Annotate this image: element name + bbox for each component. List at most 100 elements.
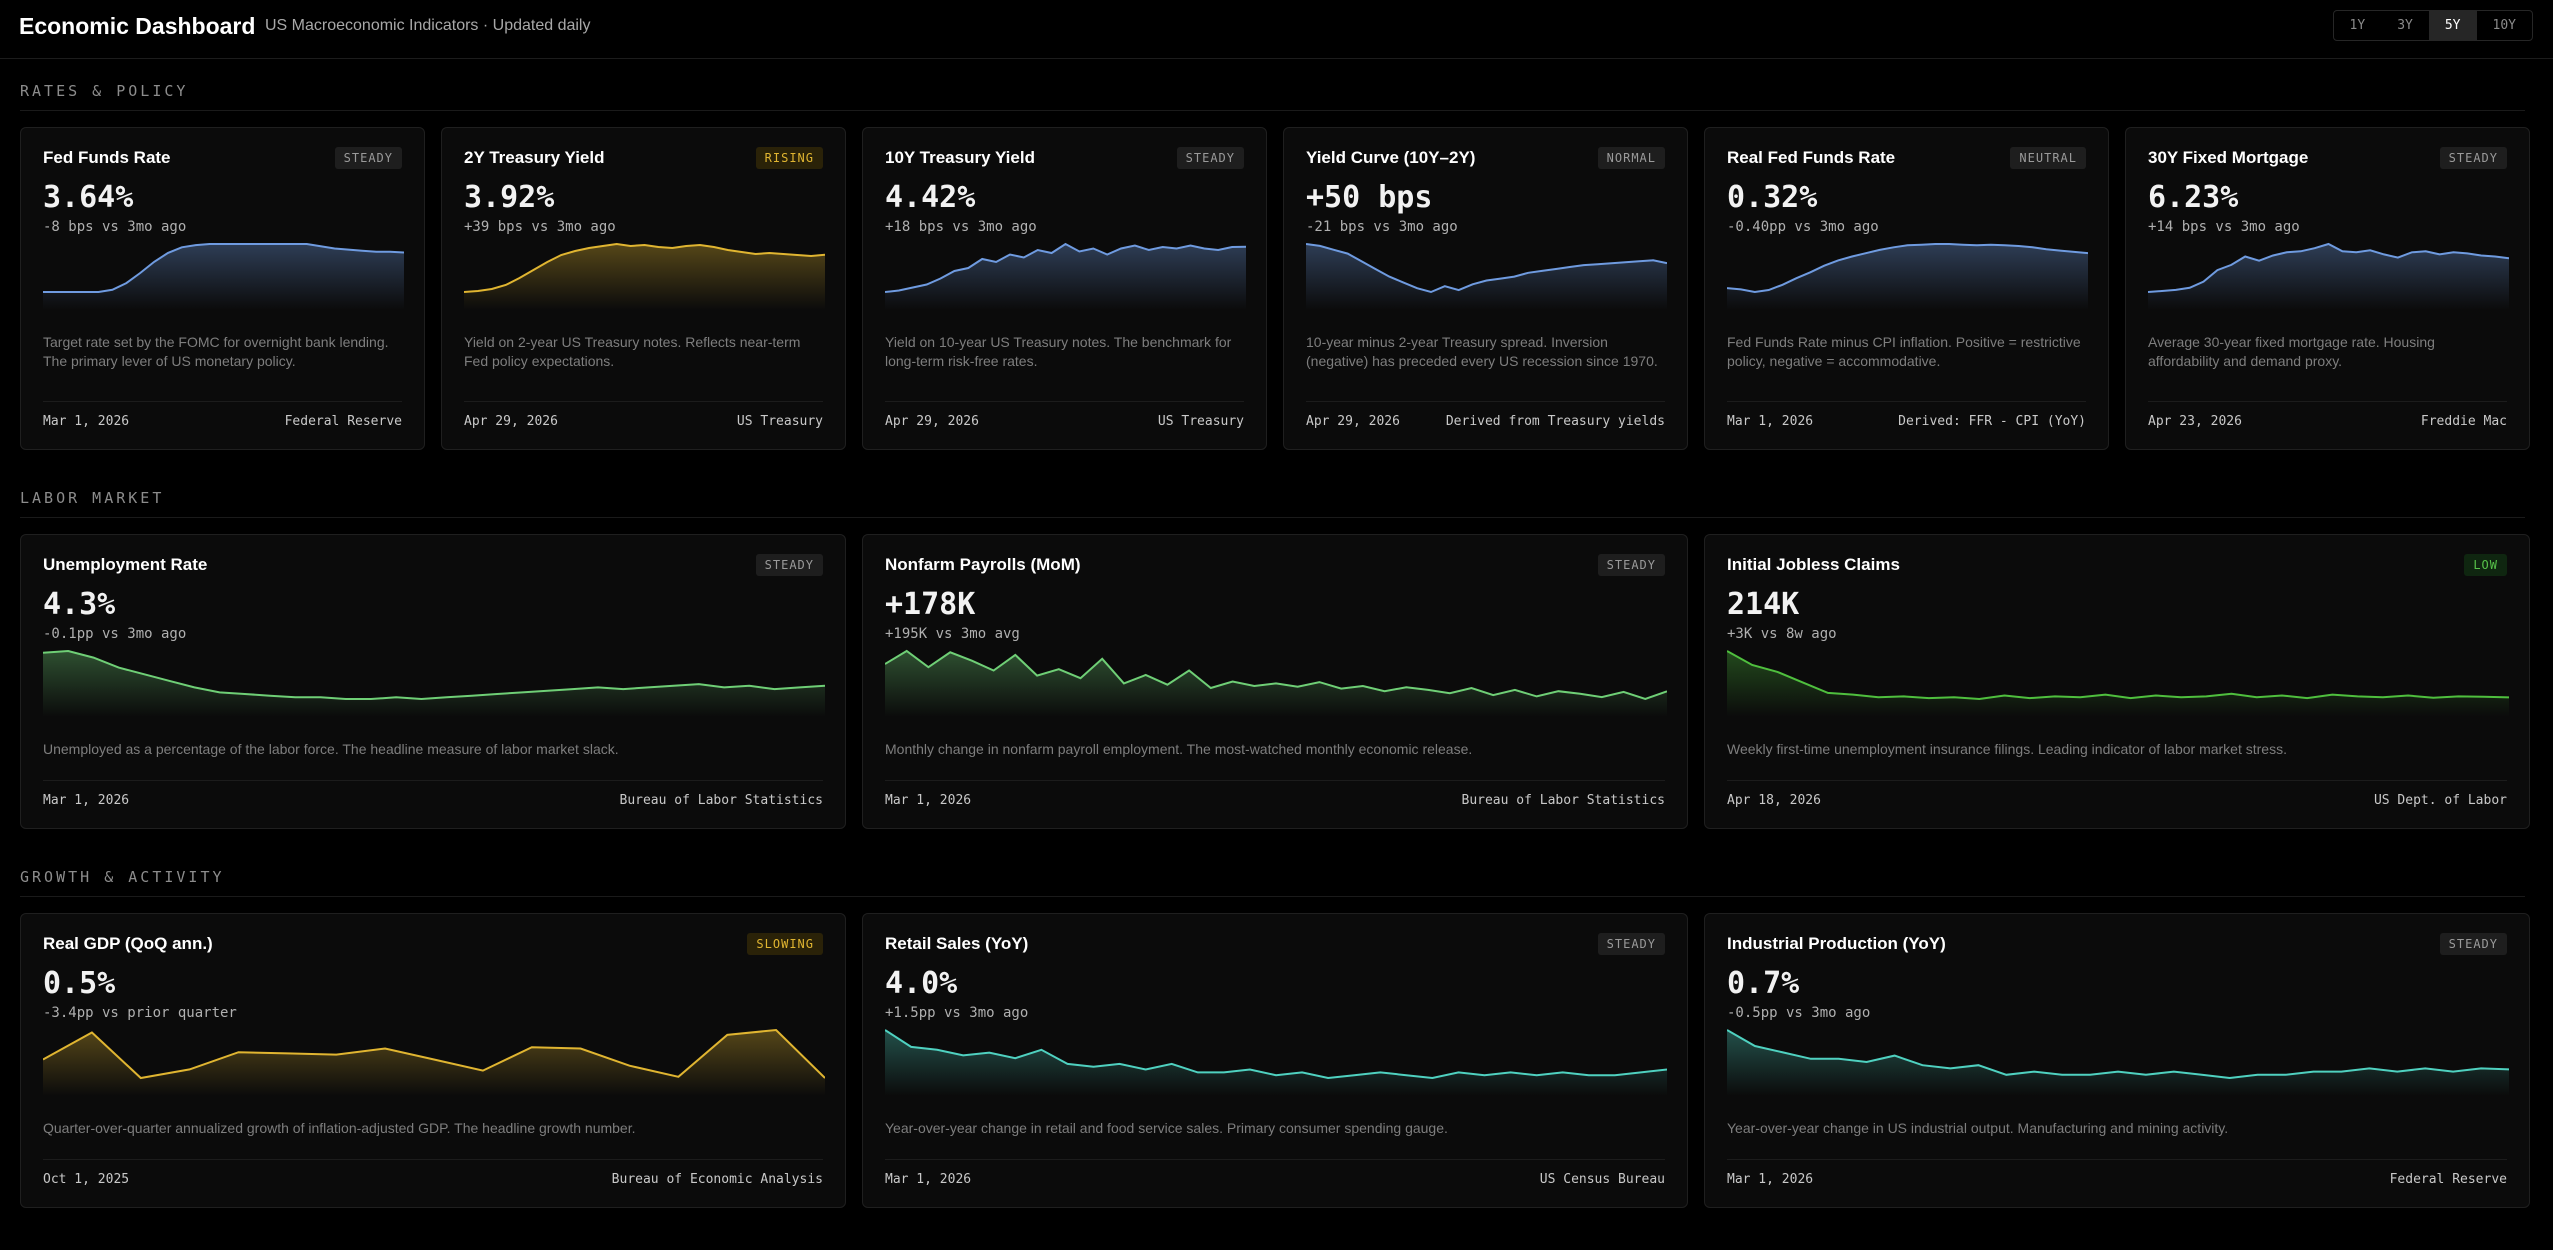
app-title: Economic Dashboard xyxy=(19,13,256,39)
metric-value: 0.32% xyxy=(1727,180,1818,215)
data-source: Freddie Mac xyxy=(2420,414,2507,429)
card-unemployment-rate[interactable]: Unemployment Rate STEADY 4.3% -0.1pp vs 3mo… xyxy=(20,534,846,829)
sparkline-chart xyxy=(1306,243,1667,310)
sparkline-area xyxy=(43,651,825,717)
sparkline-area xyxy=(1727,1030,2509,1096)
sparkline-area xyxy=(43,244,404,310)
card-2y-treasury-yield[interactable]: 2Y Treasury Yield RISING 3.92% +39 bps vs 3… xyxy=(441,127,846,450)
data-source: Federal Reserve xyxy=(2389,1172,2507,1187)
sparkline-line xyxy=(1727,243,2088,294)
card-footer: Oct 1, 2025 Bureau of Economic Analysis xyxy=(43,1159,823,1187)
card-row: Fed Funds Rate STEADY 3.64% -8 bps vs 3mo a… xyxy=(20,127,2530,450)
metric-change: -0.1pp vs 3mo ago xyxy=(43,626,187,642)
card-footer: Mar 1, 2026 Derived: FFR - CPI (YoY) xyxy=(1727,401,2086,429)
sparkline-area xyxy=(43,1030,825,1096)
metric-change: -0.5pp vs 3mo ago xyxy=(1727,1005,1871,1021)
sparkline-chart xyxy=(1727,243,2088,310)
card-title: Initial Jobless Claims xyxy=(1727,555,1900,574)
metric-change: +18 bps vs 3mo ago xyxy=(885,219,1037,235)
card-footer: Apr 18, 2026 US Dept. of Labor xyxy=(1727,780,2507,808)
status-badge: STEADY xyxy=(2439,147,2507,169)
card-footer: Mar 1, 2026 Federal Reserve xyxy=(43,401,402,429)
card-footer: Mar 1, 2026 Bureau of Labor Statistics xyxy=(885,780,1665,808)
sparkline-chart xyxy=(43,243,404,310)
card-description: 10-year minus 2-year Treasury spread. In… xyxy=(1306,334,1658,369)
updated-date: Mar 1, 2026 xyxy=(885,1172,972,1187)
data-source: Federal Reserve xyxy=(284,414,402,429)
card-title: Retail Sales (YoY) xyxy=(885,934,1029,953)
metric-change: +195K vs 3mo avg xyxy=(885,626,1020,642)
data-source: Derived: FFR - CPI (YoY) xyxy=(1898,414,2086,429)
card-description: Year-over-year change in retail and food… xyxy=(885,1120,1448,1136)
metric-change: +3K vs 8w ago xyxy=(1727,626,1837,642)
sparkline-area xyxy=(1727,244,2088,310)
metric-value: 6.23% xyxy=(2148,180,2239,215)
status-badge: STEADY xyxy=(2439,933,2507,955)
card-description: Yield on 2-year US Treasury notes. Refle… xyxy=(464,334,801,369)
card-title: Real Fed Funds Rate xyxy=(1727,148,1896,167)
card-title: Unemployment Rate xyxy=(43,555,208,574)
metric-change: -3.4pp vs prior quarter xyxy=(43,1005,237,1021)
updated-date: Mar 1, 2026 xyxy=(885,793,972,808)
card-description: Monthly change in nonfarm payroll employ… xyxy=(885,741,1473,757)
card-retail-sales[interactable]: Retail Sales (YoY) STEADY 4.0% +1.5pp vs 3m… xyxy=(862,913,1688,1208)
range-5y-button[interactable]: 5Y xyxy=(2428,11,2477,40)
metric-value: +178K xyxy=(885,587,976,622)
updated-date: Mar 1, 2026 xyxy=(43,793,130,808)
range-3y-button[interactable]: 3Y xyxy=(2397,18,2413,33)
card-nonfarm-payrolls[interactable]: Nonfarm Payrolls (MoM) STEADY +178K +195K v… xyxy=(862,534,1688,829)
status-badge: SLOWING xyxy=(747,933,823,955)
updated-date: Apr 23, 2026 xyxy=(2148,414,2242,429)
card-description: Weekly first-time unemployment insurance… xyxy=(1727,741,2287,757)
status-badge: STEADY xyxy=(755,554,823,576)
data-source: Derived from Treasury yields xyxy=(1445,414,1665,429)
card-footer: Apr 29, 2026 Derived from Treasury yields xyxy=(1306,401,1665,429)
updated-date: Oct 1, 2025 xyxy=(43,1172,130,1187)
sparkline-chart xyxy=(43,649,825,717)
updated-date: Apr 29, 2026 xyxy=(1306,414,1400,429)
sparkline-chart xyxy=(1727,1029,2509,1096)
card-description: Unemployed as a percentage of the labor … xyxy=(43,741,619,757)
range-selector: 1Y 3Y 5Y 10Y xyxy=(2332,10,2533,41)
card-title: Yield Curve (10Y–2Y) xyxy=(1306,148,1476,167)
status-badge: NEUTRAL xyxy=(2010,147,2086,169)
metric-change: -21 bps vs 3mo ago xyxy=(1306,219,1458,235)
sparkline-line xyxy=(2148,242,2509,293)
sparkline-line xyxy=(43,649,825,701)
sparkline-line xyxy=(885,242,1246,293)
data-source: Bureau of Labor Statistics xyxy=(1461,793,1666,808)
card-yield-curve[interactable]: Yield Curve (10Y–2Y) NORMAL +50 bps -21 bps… xyxy=(1283,127,1688,450)
sparkline-line xyxy=(1727,1029,2509,1080)
sparkline-line xyxy=(885,1029,1667,1080)
metric-change: +1.5pp vs 3mo ago xyxy=(885,1005,1029,1021)
metric-value: 4.0% xyxy=(885,966,958,1001)
section-rates-policy: RATES & POLICY Fed Funds Rate STEADY 3.64%… xyxy=(20,82,2530,452)
data-source: Bureau of Labor Statistics xyxy=(619,793,824,808)
status-badge: LOW xyxy=(2464,554,2507,576)
card-footer: Mar 1, 2026 Bureau of Labor Statistics xyxy=(43,780,823,808)
metric-value: 4.42% xyxy=(885,180,976,215)
card-real-gdp[interactable]: Real GDP (QoQ ann.) SLOWING 0.5% -3.4pp vs … xyxy=(20,913,846,1208)
card-description: Year-over-year change in US industrial o… xyxy=(1727,1120,2229,1136)
status-badge: RISING xyxy=(755,147,823,169)
card-real-fed-funds-rate[interactable]: Real Fed Funds Rate NEUTRAL 0.32% -0.40pp v… xyxy=(1704,127,2109,450)
sparkline-chart xyxy=(2148,242,2509,310)
card-fed-funds-rate[interactable]: Fed Funds Rate STEADY 3.64% -8 bps vs 3mo a… xyxy=(20,127,425,450)
metric-value: 214K xyxy=(1727,587,1800,622)
sparkline-line xyxy=(43,243,404,293)
card-30y-fixed-mortgage[interactable]: 30Y Fixed Mortgage STEADY 6.23% +14 bps vs … xyxy=(2125,127,2530,450)
status-badge: STEADY xyxy=(1597,554,1665,576)
range-10y-button[interactable]: 10Y xyxy=(2492,18,2516,33)
updated-date: Apr 29, 2026 xyxy=(885,414,979,429)
sparkline-area xyxy=(885,1030,1667,1096)
card-description: Average 30-year fixed mortgage rate. Hou… xyxy=(2148,334,2435,369)
section-labor-market: LABOR MARKET Unemployment Rate STEADY 4.3%… xyxy=(20,489,2530,829)
card-industrial-production[interactable]: Industrial Production (YoY) STEADY 0.7% -0.… xyxy=(1704,913,2530,1208)
card-10y-treasury-yield[interactable]: 10Y Treasury Yield STEADY 4.42% +18 bps vs … xyxy=(862,127,1267,450)
card-row: Real GDP (QoQ ann.) SLOWING 0.5% -3.4pp vs … xyxy=(20,913,2530,1208)
card-description: Fed Funds Rate minus CPI inflation. Posi… xyxy=(1727,334,2081,369)
card-initial-jobless-claims[interactable]: Initial Jobless Claims LOW 214K +3K vs 8w a… xyxy=(1704,534,2530,829)
card-title: Real GDP (QoQ ann.) xyxy=(43,934,213,953)
range-1y-button[interactable]: 1Y xyxy=(2349,18,2366,33)
metric-value: +50 bps xyxy=(1306,180,1433,215)
